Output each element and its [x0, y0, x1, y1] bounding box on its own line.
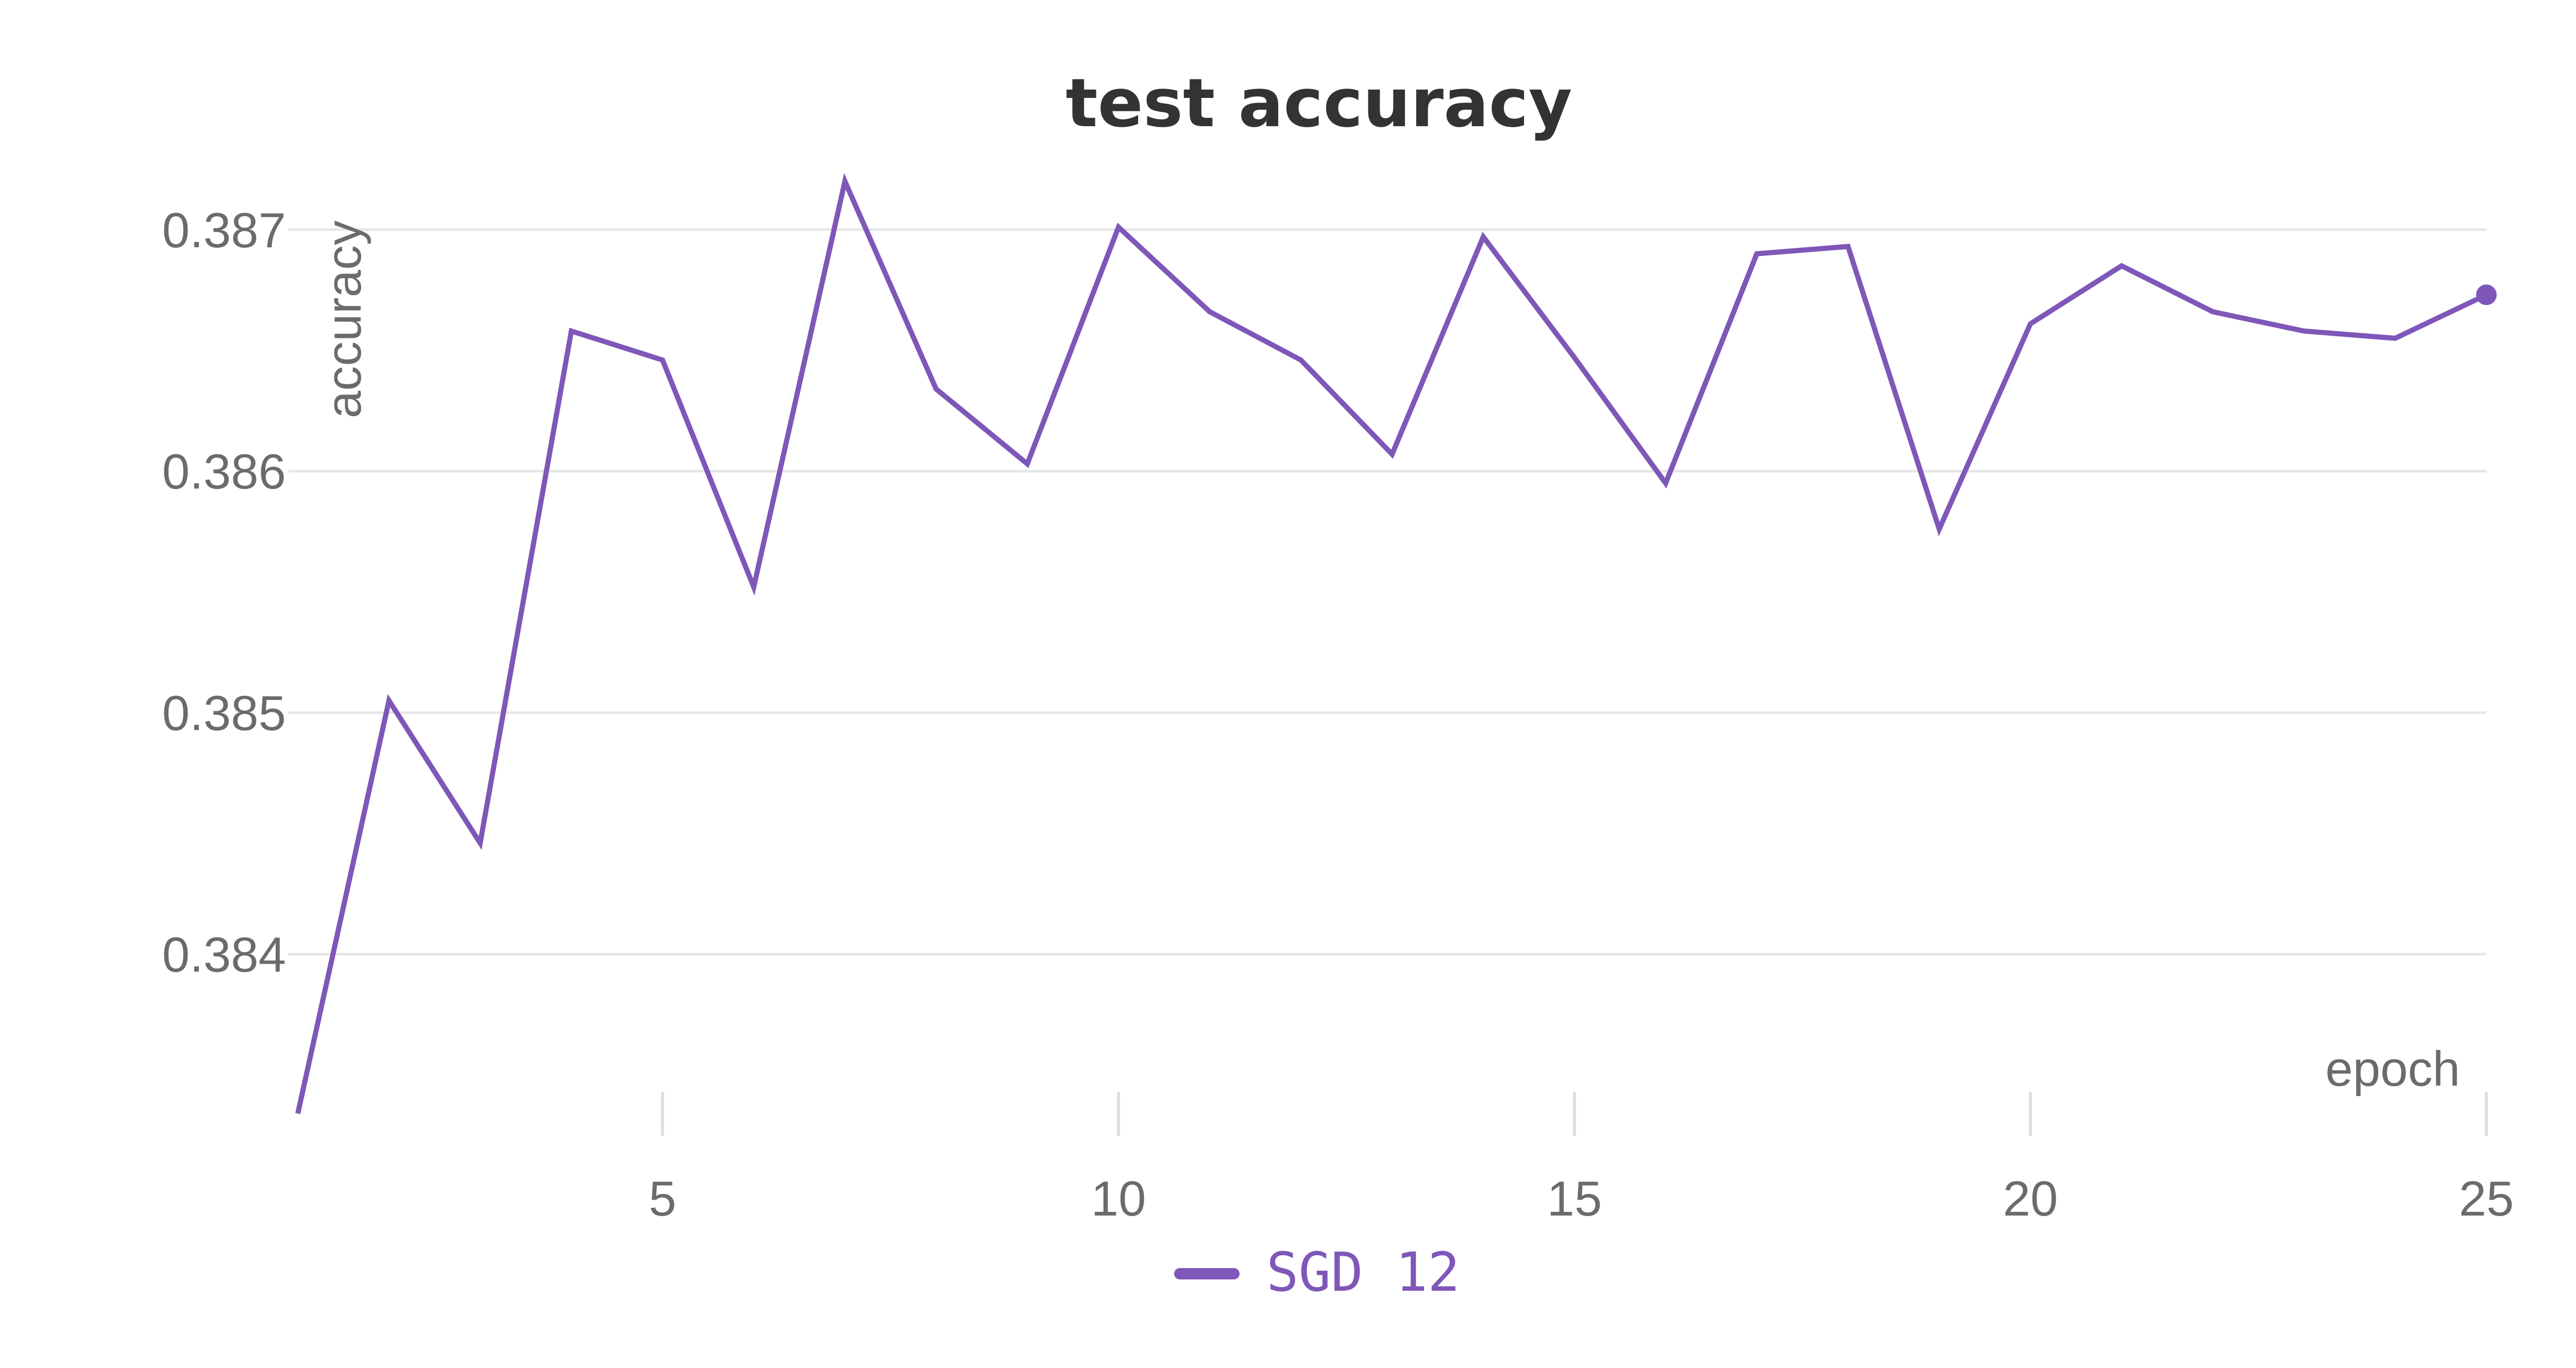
data-point — [1483, 236, 1484, 237]
legend-label-sgd-12: SGD 12 — [1266, 1241, 1460, 1304]
y-tick-label: 0.386 — [162, 444, 286, 500]
series-group — [295, 173, 2497, 1115]
data-point — [2476, 284, 2497, 305]
data-point — [2030, 323, 2031, 324]
x-tick-label: 25 — [2459, 1171, 2514, 1226]
y-axis-label: accuracy — [316, 220, 371, 418]
chart-title: test accuracy — [1065, 64, 1572, 142]
x-axis-tick-labels: 5 10 15 20 25 — [649, 1171, 2514, 1226]
y-tick-label: 0.385 — [162, 686, 286, 741]
grid-lines — [289, 228, 2486, 956]
x-tick-label: 20 — [2003, 1171, 2058, 1226]
legend: SGD 12 — [1174, 1241, 1460, 1304]
data-point — [1574, 357, 1575, 358]
data-point — [1848, 246, 1849, 247]
x-tick-label: 10 — [1091, 1171, 1146, 1226]
series-line-sgd-12 — [295, 173, 2488, 1115]
y-tick-label: 0.384 — [162, 928, 286, 983]
y-tick-label: 0.387 — [162, 203, 286, 258]
x-axis-ticks — [661, 1092, 2488, 1136]
y-axis-tick-labels: 0.384 0.385 0.386 0.387 — [162, 203, 286, 983]
x-tick-label: 5 — [649, 1171, 676, 1226]
x-tick-label: 15 — [1547, 1171, 1602, 1226]
x-axis-label: epoch — [2325, 1041, 2460, 1097]
data-point — [1118, 227, 1119, 228]
